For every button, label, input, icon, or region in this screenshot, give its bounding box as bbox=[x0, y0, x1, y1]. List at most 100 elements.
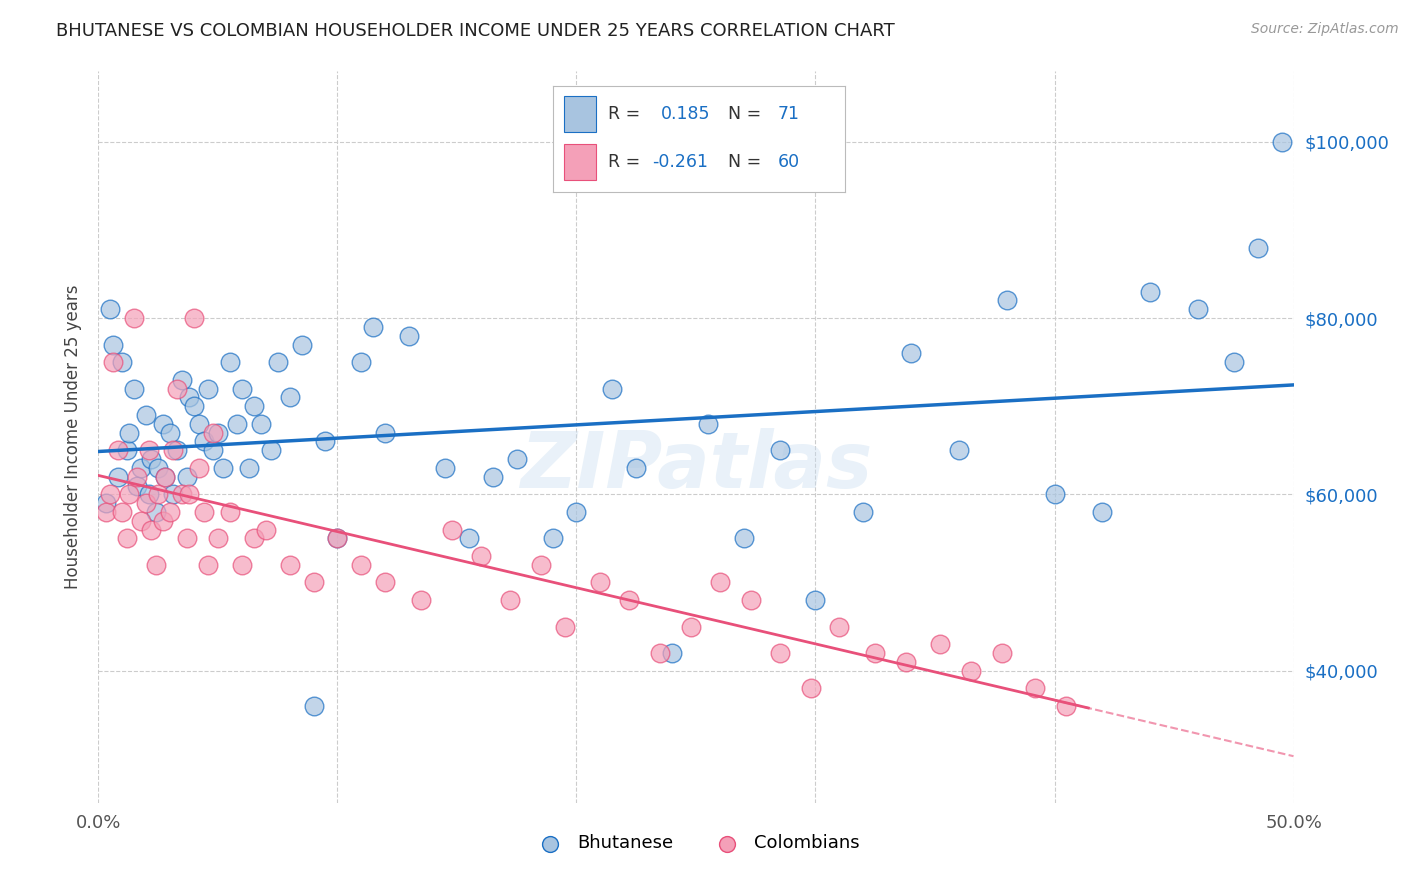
Point bbox=[991, 646, 1014, 660]
Point bbox=[852, 505, 875, 519]
Point bbox=[995, 293, 1018, 308]
Point bbox=[193, 505, 215, 519]
Point bbox=[231, 558, 253, 572]
Point bbox=[211, 461, 233, 475]
Point bbox=[374, 425, 396, 440]
Point bbox=[768, 443, 790, 458]
Point bbox=[1091, 505, 1114, 519]
Point bbox=[441, 523, 464, 537]
Point bbox=[498, 593, 520, 607]
Legend: Bhutanese, Colombians: Bhutanese, Colombians bbox=[524, 827, 868, 860]
Point bbox=[179, 391, 201, 405]
Point bbox=[648, 646, 672, 660]
Point bbox=[101, 337, 124, 351]
Point bbox=[470, 549, 492, 563]
Point bbox=[363, 320, 385, 334]
Point bbox=[125, 469, 148, 483]
Point bbox=[243, 399, 266, 413]
Point bbox=[398, 328, 420, 343]
Point bbox=[193, 434, 215, 449]
Point bbox=[434, 461, 457, 475]
Point bbox=[138, 487, 160, 501]
Point bbox=[131, 461, 153, 475]
Point bbox=[155, 469, 177, 483]
Point bbox=[709, 575, 731, 590]
Point bbox=[159, 425, 181, 440]
Point bbox=[219, 355, 242, 369]
Point bbox=[131, 514, 153, 528]
Text: ZIPatlas: ZIPatlas bbox=[520, 428, 872, 504]
Y-axis label: Householder Income Under 25 years: Householder Income Under 25 years bbox=[65, 285, 83, 590]
Point bbox=[928, 637, 950, 651]
Point bbox=[107, 469, 129, 483]
Point bbox=[124, 311, 146, 326]
Text: BHUTANESE VS COLOMBIAN HOUSEHOLDER INCOME UNDER 25 YEARS CORRELATION CHART: BHUTANESE VS COLOMBIAN HOUSEHOLDER INCOM… bbox=[56, 22, 896, 40]
Point bbox=[159, 505, 181, 519]
Point bbox=[94, 496, 117, 510]
Point bbox=[148, 461, 170, 475]
Point bbox=[960, 664, 983, 678]
Point bbox=[661, 646, 683, 660]
Point bbox=[139, 523, 162, 537]
Point bbox=[1024, 681, 1046, 696]
Point bbox=[733, 532, 755, 546]
Point bbox=[617, 593, 640, 607]
Point bbox=[1223, 355, 1246, 369]
Point bbox=[101, 355, 124, 369]
Point bbox=[118, 487, 141, 501]
Point bbox=[948, 443, 970, 458]
Point bbox=[374, 575, 396, 590]
Point bbox=[315, 434, 337, 449]
Point bbox=[183, 311, 205, 326]
Point bbox=[202, 425, 225, 440]
Point bbox=[176, 469, 198, 483]
Point bbox=[238, 461, 260, 475]
Point bbox=[740, 593, 762, 607]
Point bbox=[145, 505, 167, 519]
Point bbox=[267, 355, 290, 369]
Point bbox=[111, 505, 134, 519]
Point bbox=[530, 558, 553, 572]
Point bbox=[350, 558, 373, 572]
Point bbox=[179, 487, 201, 501]
Point bbox=[291, 337, 314, 351]
Point bbox=[541, 532, 564, 546]
Point bbox=[243, 532, 266, 546]
Point bbox=[187, 417, 209, 431]
Point bbox=[207, 425, 229, 440]
Point bbox=[135, 408, 157, 422]
Point bbox=[1056, 698, 1078, 713]
Point bbox=[138, 443, 160, 458]
Point bbox=[202, 443, 225, 458]
Point bbox=[589, 575, 612, 590]
Point bbox=[162, 487, 184, 501]
Point bbox=[162, 443, 184, 458]
Point bbox=[145, 558, 167, 572]
Point bbox=[118, 425, 141, 440]
Point bbox=[697, 417, 720, 431]
Point bbox=[481, 469, 505, 483]
Point bbox=[804, 593, 827, 607]
Point bbox=[302, 575, 325, 590]
Point bbox=[302, 698, 325, 713]
Point bbox=[172, 487, 194, 501]
Point bbox=[125, 478, 148, 492]
Point bbox=[458, 532, 481, 546]
Point bbox=[166, 443, 188, 458]
Point bbox=[135, 496, 157, 510]
Point bbox=[259, 443, 281, 458]
Point bbox=[250, 417, 273, 431]
Point bbox=[1271, 135, 1294, 149]
Point bbox=[98, 302, 122, 317]
Point bbox=[565, 505, 588, 519]
Point bbox=[148, 487, 170, 501]
Point bbox=[187, 461, 209, 475]
Point bbox=[197, 558, 219, 572]
Point bbox=[506, 452, 529, 467]
Point bbox=[115, 443, 138, 458]
Point bbox=[278, 391, 301, 405]
Point bbox=[115, 532, 138, 546]
Point bbox=[278, 558, 301, 572]
Point bbox=[231, 382, 253, 396]
Point bbox=[350, 355, 373, 369]
